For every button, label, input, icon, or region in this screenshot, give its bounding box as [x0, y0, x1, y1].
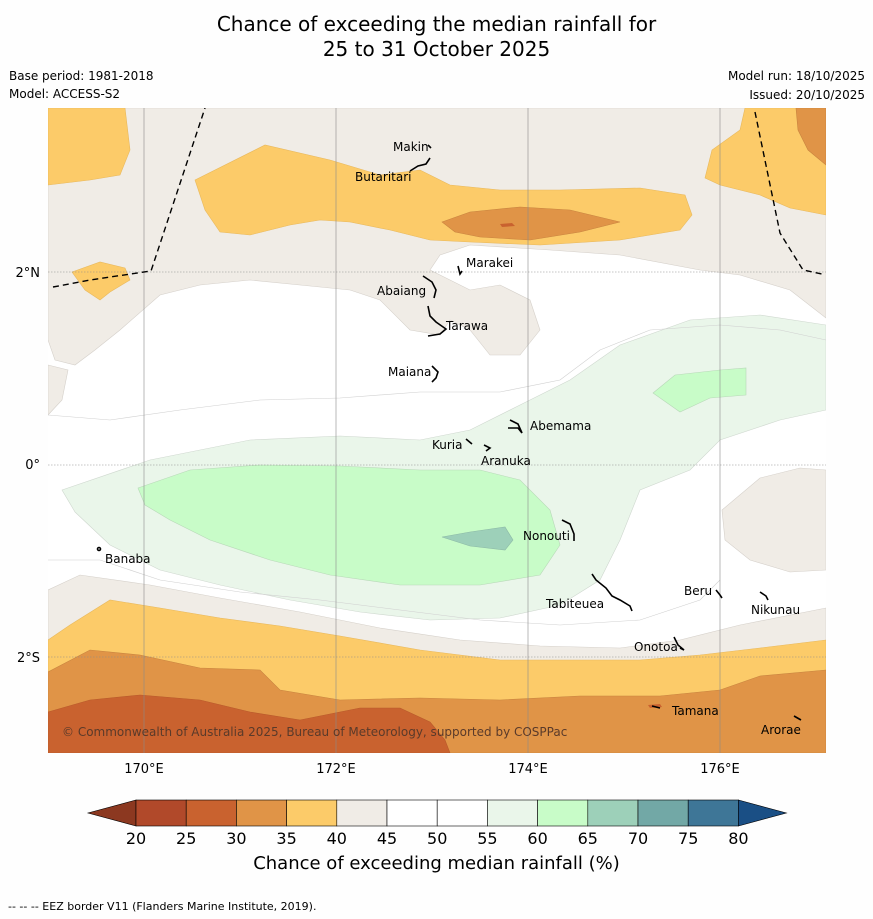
colorbar-swatch — [487, 799, 538, 827]
colorbar-swatch — [587, 799, 639, 827]
contour-35-40-northwest — [48, 108, 131, 186]
map-area: Makin Butaritari Marakei Abaiang Tarawa … — [48, 108, 826, 753]
islands — [96, 144, 802, 721]
contour-60-65-south — [137, 464, 561, 586]
colorbar-swatch — [286, 799, 338, 827]
contour-line-b — [48, 559, 721, 626]
contour-40-45-west — [48, 364, 69, 416]
place-arorae: Arorae — [761, 723, 801, 737]
place-beru: Beru — [684, 584, 712, 598]
contour-40-45-east — [721, 467, 826, 573]
place-butaritari: Butaritari — [355, 170, 412, 184]
model-run-date: Model run: 18/10/2025 — [727, 69, 865, 83]
y-tick-2s: 2°S — [17, 651, 40, 666]
y-tick-2n: 2°N — [16, 266, 41, 281]
colorbar-tick-label: 80 — [728, 829, 748, 848]
eez-border — [52, 108, 823, 288]
place-tabiteuea: Tabiteuea — [545, 597, 604, 611]
place-kuria: Kuria — [432, 438, 463, 452]
x-tick-174e: 174°E — [508, 762, 548, 777]
place-aranuka: Aranuka — [481, 454, 531, 468]
colorbar: 20 25 30 35 40 45 50 55 60 65 70 75 80 — [86, 799, 788, 848]
place-tamana: Tamana — [671, 704, 719, 718]
base-period: Base period: 1981-2018 — [9, 69, 154, 83]
place-makin: Makin — [393, 140, 429, 154]
place-onotoa: Onotoa — [634, 640, 678, 654]
colorbar-label: Chance of exceeding median rainfall (%) — [253, 853, 620, 874]
colorbar-tick-label: 50 — [427, 829, 447, 848]
colorbar-tick-label: 30 — [226, 829, 246, 848]
contour-65-70 — [441, 526, 514, 551]
colorbar-tick-label: 20 — [126, 829, 146, 848]
colorbar-tick-label: 70 — [628, 829, 648, 848]
place-nonouti: Nonouti — [523, 529, 570, 543]
contour-60-65-east — [652, 367, 747, 413]
place-nikunau: Nikunau — [751, 603, 800, 617]
x-tick-172e: 172°E — [316, 762, 356, 777]
colorbar-over-arrow — [738, 799, 788, 827]
colorbar-swatch — [336, 799, 388, 827]
contour-35-40-west-small — [71, 261, 131, 301]
graticule — [48, 108, 826, 753]
map-title-line2: 25 to 31 October 2025 — [322, 37, 551, 61]
colorbar-tick-label: 55 — [477, 829, 497, 848]
colorbar-tick-label: 45 — [377, 829, 397, 848]
eez-footnote: -- -- -- EEZ border V11 (Flanders Marine… — [8, 900, 317, 913]
colorbar-swatch — [386, 799, 438, 827]
contour-25-30-south — [48, 694, 451, 753]
place-banaba: Banaba — [105, 552, 151, 566]
colorbar-swatch — [236, 799, 287, 827]
model-name: Model: ACCESS-S2 — [9, 87, 121, 101]
colorbar-swatch — [185, 799, 237, 827]
colorbar-tick-label: 35 — [276, 829, 296, 848]
copyright-note: © Commonwealth of Australia 2025, Bureau… — [62, 725, 567, 739]
place-abemama: Abemama — [530, 419, 591, 433]
colorbar-swatch — [637, 799, 689, 827]
place-abaiang: Abaiang — [377, 284, 426, 298]
place-tarawa: Tarawa — [445, 319, 488, 333]
map-title-line1: Chance of exceeding the median rainfall … — [216, 12, 657, 36]
colorbar-swatch — [687, 799, 739, 827]
colorbar-under-arrow — [86, 799, 137, 827]
colorbar-swatch — [436, 799, 488, 827]
colorbar-tick-label: 60 — [527, 829, 547, 848]
colorbar-swatch — [537, 799, 589, 827]
colorbar-tick-label: 75 — [678, 829, 698, 848]
colorbar-tick-label: 65 — [578, 829, 598, 848]
place-marakei: Marakei — [466, 256, 513, 270]
x-tick-176e: 176°E — [700, 762, 740, 777]
contour-30-35-north — [441, 206, 621, 241]
place-maiana: Maiana — [388, 365, 431, 379]
contour-25-30-speck — [500, 223, 515, 227]
issued-date: Issued: 20/10/2025 — [749, 88, 865, 102]
y-tick-0: 0° — [25, 458, 40, 473]
x-tick-170e: 170°E — [124, 762, 164, 777]
colorbar-tick-label: 40 — [327, 829, 347, 848]
contour-30-35-northeast — [795, 108, 826, 166]
colorbar-tick-label: 25 — [176, 829, 196, 848]
colorbar-swatch — [135, 799, 187, 827]
